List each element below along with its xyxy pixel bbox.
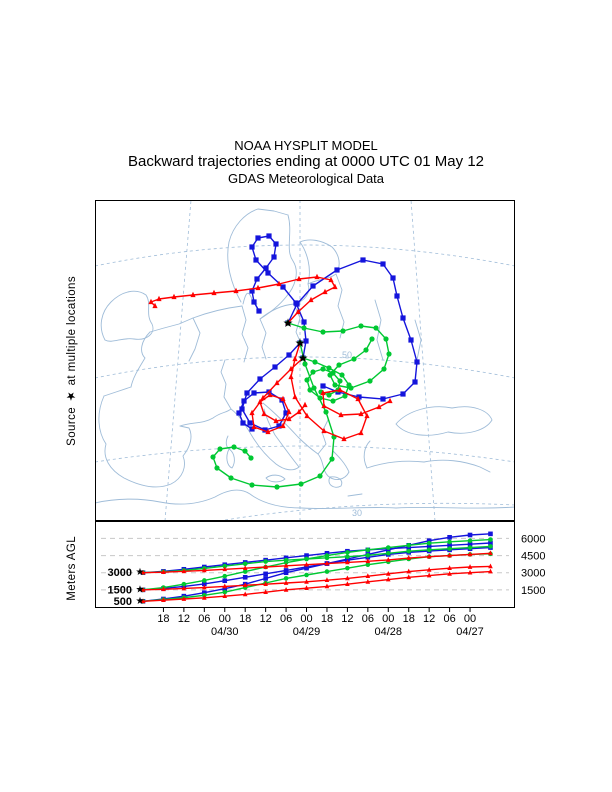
graticule-lines: [95, 200, 515, 521]
hour-label: 12: [341, 613, 353, 625]
hour-label: 18: [157, 613, 169, 625]
map-traj-red-3000m: [249, 354, 308, 435]
hour-label: 06: [443, 613, 455, 625]
plot-title: Backward trajectories ending at 0000 UTC…: [127, 153, 484, 170]
source-height-label: 3000: [108, 567, 132, 579]
date-label: 04/28: [375, 626, 403, 638]
profile-traj-green-500m: [140, 551, 493, 604]
hour-label: 00: [382, 613, 394, 625]
graticule-label: 30: [352, 508, 362, 518]
source-locations-label: Source ★ at multiple locations: [66, 275, 78, 446]
date-label: 04/30: [211, 626, 239, 638]
right-axis-label: 1500: [521, 585, 545, 597]
plot-title-block: NOAA HYSPLIT MODEL Backward trajectories…: [0, 138, 612, 187]
source-star-icon: ★: [283, 316, 294, 330]
map-traj-green-3000m: [300, 355, 352, 404]
source-star-icon: ★: [136, 596, 145, 607]
graticule-label: 50: [342, 350, 352, 360]
coastlines: [95, 208, 515, 510]
hour-label: 00: [300, 613, 312, 625]
source-height-label: 1500: [108, 584, 132, 596]
height-profile-layer: 1500 3000 4500 6000: [101, 531, 545, 604]
map-traj-blue-3000m: [249, 233, 309, 361]
model-name: NOAA HYSPLIT MODEL: [234, 138, 378, 153]
map-side-label: Source ★ at multiple locations: [62, 200, 82, 521]
profile-traj-red-1500m: [140, 563, 493, 592]
profile-traj-red-3000m: [140, 550, 493, 575]
hour-label: 06: [280, 613, 292, 625]
map-traj-red-500m: [148, 273, 338, 326]
hour-label: 18: [321, 613, 333, 625]
hour-label: 00: [219, 613, 231, 625]
hour-label: 12: [178, 613, 190, 625]
date-label: 04/27: [456, 626, 484, 638]
met-data-source: GDAS Meteorological Data: [227, 171, 385, 186]
right-axis-label: 3000: [521, 568, 545, 580]
hour-label: 06: [362, 613, 374, 625]
source-star-icon: ★: [136, 567, 145, 578]
hour-label: 00: [464, 613, 476, 625]
source-height-label: 500: [114, 596, 132, 608]
date-label: 04/29: [293, 626, 321, 638]
profile-traj-red-500m: [140, 568, 493, 604]
map-traj-green-500m: [285, 320, 392, 391]
hour-label: 18: [239, 613, 251, 625]
height-panel-border: [95, 521, 515, 608]
hour-label: 12: [260, 613, 272, 625]
hour-label: 18: [403, 613, 415, 625]
meters-agl-label: Meters AGL: [66, 535, 78, 601]
map-traj-green-1500m: [210, 340, 337, 490]
map-border: [95, 200, 515, 521]
hour-label: 06: [198, 613, 210, 625]
hour-label: 12: [423, 613, 435, 625]
source-star-icon: ★: [298, 351, 309, 365]
source-star-icon: ★: [295, 336, 306, 350]
height-side-label: Meters AGL: [62, 518, 82, 618]
right-axis-label: 4500: [521, 551, 545, 563]
source-star-icon: ★: [136, 584, 145, 595]
map-traj-red-1500m: [288, 339, 393, 442]
right-axis-label: 6000: [521, 533, 545, 545]
